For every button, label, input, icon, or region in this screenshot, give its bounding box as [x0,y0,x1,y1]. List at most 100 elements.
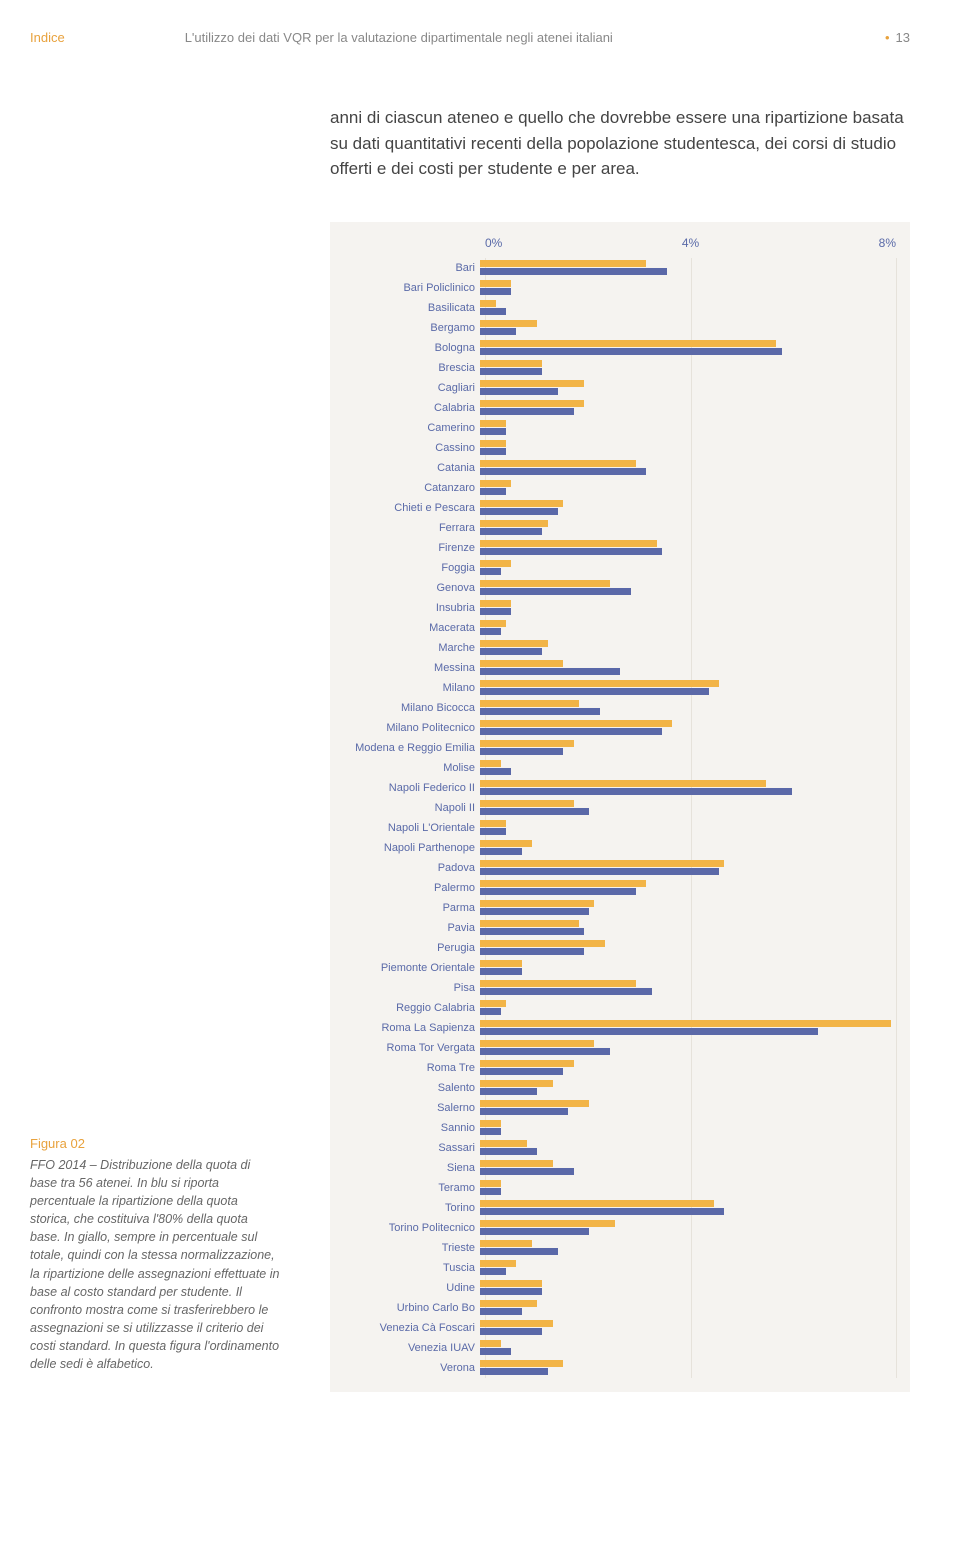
figure-label: Figura 02 [30,1135,280,1154]
chart-row: Catania [330,458,896,478]
chart-row: Genova [330,578,896,598]
row-label: Venezia Cà Foscari [330,1322,480,1334]
bar-blue [480,608,511,615]
chart-row: Milano Bicocca [330,698,896,718]
row-label: Tuscia [330,1262,480,1274]
bar-blue [480,1168,574,1175]
bar-blue [480,1348,511,1355]
bar-blue [480,1108,568,1115]
chart-row: Ferrara [330,518,896,538]
row-label: Cassino [330,442,480,454]
bar-yellow [480,1120,501,1127]
bar-blue [480,448,506,455]
row-label: Udine [330,1282,480,1294]
row-label: Chieti e Pescara [330,502,480,514]
bar-yellow [480,1300,537,1307]
row-label: Modena e Reggio Emilia [330,742,480,754]
row-label: Pavia [330,922,480,934]
x-axis-tick: 4% [682,236,699,250]
row-label: Catanzaro [330,482,480,494]
chart-row: Napoli L'Orientale [330,818,896,838]
bar-yellow [480,1200,714,1207]
chart-row: Trieste [330,1238,896,1258]
indice-link[interactable]: Indice [30,30,65,45]
running-title: L'utilizzo dei dati VQR per la valutazio… [185,30,879,45]
bar-blue [480,688,709,695]
chart-row: Bergamo [330,318,896,338]
bar-blue [480,528,542,535]
chart-row: Palermo [330,878,896,898]
chart-row: Verona [330,1358,896,1378]
bar-yellow [480,720,672,727]
chart-row: Siena [330,1158,896,1178]
bar-yellow [480,1360,563,1367]
bar-yellow [480,300,496,307]
bar-yellow [480,520,548,527]
bar-blue [480,748,563,755]
row-label: Padova [330,862,480,874]
row-label: Marche [330,642,480,654]
chart-row: Cagliari [330,378,896,398]
row-label: Brescia [330,362,480,374]
bar-yellow [480,480,511,487]
bar-yellow [480,260,646,267]
bar-blue [480,268,667,275]
row-label: Basilicata [330,302,480,314]
bar-blue [480,1048,610,1055]
row-label: Milano [330,682,480,694]
row-label: Napoli Parthenope [330,842,480,854]
chart-row: Catanzaro [330,478,896,498]
bar-yellow [480,320,537,327]
chart-row: Napoli Federico II [330,778,896,798]
bar-blue [480,868,719,875]
row-label: Perugia [330,942,480,954]
bar-blue [480,308,506,315]
chart-row: Venezia Cà Foscari [330,1318,896,1338]
chart-row: Basilicata [330,298,896,318]
row-label: Torino Politecnico [330,1222,480,1234]
bar-yellow [480,940,605,947]
bar-blue [480,1248,558,1255]
bar-yellow [480,1320,553,1327]
bar-blue [480,1128,501,1135]
chart-row: Reggio Calabria [330,998,896,1018]
bar-yellow [480,780,766,787]
body-paragraph: anni di ciascun ateneo e quello che dovr… [330,105,910,182]
row-label: Bari [330,262,480,274]
row-label: Catania [330,462,480,474]
chart-row: Modena e Reggio Emilia [330,738,896,758]
chart-row: Foggia [330,558,896,578]
chart-row: Messina [330,658,896,678]
bar-blue [480,1008,501,1015]
bar-yellow [480,640,548,647]
bar-yellow [480,560,511,567]
bar-yellow [480,880,646,887]
row-label: Milano Bicocca [330,702,480,714]
chart-row: Bari Policlinico [330,278,896,298]
bar-blue [480,828,506,835]
page-number: 13 [896,30,910,45]
bar-yellow [480,1040,594,1047]
bar-blue [480,288,511,295]
row-label: Bari Policlinico [330,282,480,294]
chart-row: Sannio [330,1118,896,1138]
bar-yellow [480,900,594,907]
row-label: Genova [330,582,480,594]
bar-yellow [480,460,636,467]
bar-blue [480,368,542,375]
bar-blue [480,908,589,915]
row-label: Roma Tre [330,1062,480,1074]
bar-blue [480,508,558,515]
bar-yellow [480,440,506,447]
bar-yellow [480,1280,542,1287]
bar-blue [480,388,558,395]
row-label: Macerata [330,622,480,634]
bar-yellow [480,1080,553,1087]
header-dot: • [885,30,890,45]
bar-yellow [480,360,542,367]
bar-blue [480,928,584,935]
bar-yellow [480,840,532,847]
bar-blue [480,468,646,475]
bar-chart: 0%4%8% BariBari PoliclinicoBasilicataBer… [330,222,910,1392]
bar-blue [480,348,782,355]
